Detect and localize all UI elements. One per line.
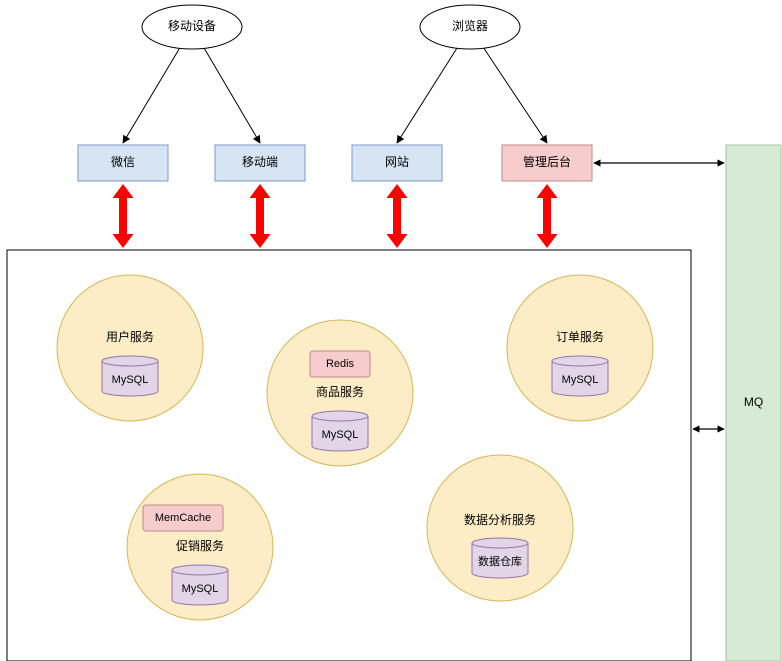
db-label: 数据仓库 <box>478 554 522 568</box>
service-order-label: 订单服务 <box>556 329 604 344</box>
red-arrow <box>537 184 558 248</box>
db-cylinder: MySQL <box>102 356 158 396</box>
service-analytics-label: 数据分析服务 <box>464 512 536 527</box>
red-arrow <box>387 184 408 248</box>
mq-box: MQ <box>726 145 781 661</box>
db-cylinder: MySQL <box>312 411 368 451</box>
db-label: MySQL <box>182 583 219 595</box>
service-promo: MemCache 促销服务 MySQL <box>127 474 273 620</box>
browser-ellipse: 浏览器 <box>420 5 520 49</box>
service-product-extra-label: Redis <box>326 358 355 370</box>
service-promo-extra-label: MemCache <box>155 512 211 524</box>
arrow <box>484 48 547 143</box>
red-arrow <box>250 184 271 248</box>
service-order: 订单服务 MySQL <box>507 275 653 421</box>
admin-box-label: 管理后台 <box>523 154 571 169</box>
wechat-box-label: 微信 <box>111 155 135 169</box>
red-arrow <box>113 184 134 248</box>
wechat-box: 微信 <box>78 145 168 181</box>
service-promo-label: 促销服务 <box>176 538 224 553</box>
db-label: MySQL <box>322 429 359 441</box>
mobile-box-label: 移动端 <box>242 155 278 169</box>
service-analytics: 数据分析服务数据仓库 <box>427 455 573 601</box>
arrow <box>123 48 180 143</box>
mobile-box: 移动端 <box>215 145 305 181</box>
db-cylinder: MySQL <box>552 356 608 396</box>
service-user: 用户服务 MySQL <box>57 275 203 421</box>
admin-box: 管理后台 <box>502 145 592 181</box>
website-box-label: 网站 <box>385 155 409 169</box>
arrow <box>397 48 457 143</box>
mq-box-label: MQ <box>744 395 763 409</box>
service-product-label: 商品服务 <box>316 384 364 399</box>
browser-ellipse-label: 浏览器 <box>452 18 488 33</box>
mobile-ellipse: 移动设备 <box>142 5 242 49</box>
service-product: Redis 商品服务 MySQL <box>267 320 413 466</box>
mobile-ellipse-label: 移动设备 <box>168 19 216 33</box>
db-label: MySQL <box>562 374 599 386</box>
db-cylinder: 数据仓库 <box>472 538 528 578</box>
db-cylinder: MySQL <box>172 565 228 605</box>
arrow <box>204 48 260 143</box>
service-user-label: 用户服务 <box>106 329 154 344</box>
db-label: MySQL <box>112 374 149 386</box>
website-box: 网站 <box>352 145 442 181</box>
